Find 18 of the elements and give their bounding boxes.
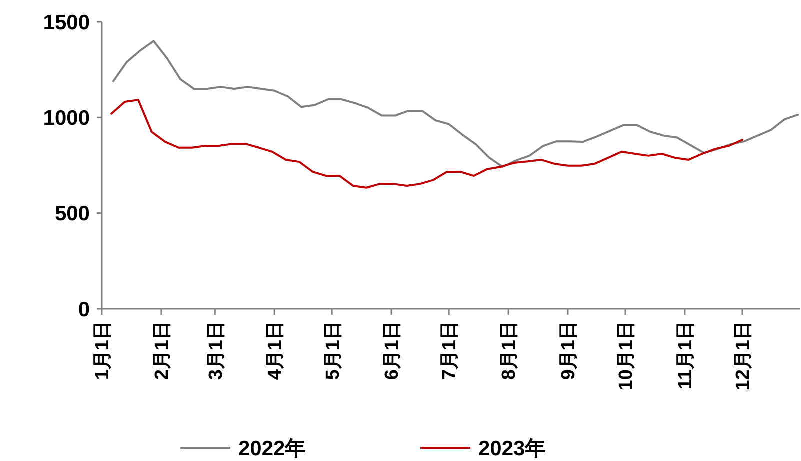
x-tick-label: 7月1日 xyxy=(440,321,461,380)
x-tick-label: 5月1日 xyxy=(322,321,344,380)
x-tick-label: 6月1日 xyxy=(382,321,404,380)
y-tick-label: 1000 xyxy=(43,107,90,130)
x-tick-label: 10月1日 xyxy=(616,321,638,391)
y-tick-label: 0 xyxy=(78,298,90,322)
x-tick-label: 8月1日 xyxy=(499,321,520,380)
x-tick-label: 2月1日 xyxy=(152,321,174,380)
x-tick-label: 11月1日 xyxy=(676,321,697,390)
y-tick-label: 1500 xyxy=(43,11,90,34)
x-tick-label: 3月1日 xyxy=(206,321,227,380)
x-tick-label: 1月1日 xyxy=(92,321,114,380)
x-tick-label: 12月1日 xyxy=(733,321,754,391)
x-tick-label: 4月1日 xyxy=(265,321,286,380)
y-tick-label: 500 xyxy=(54,202,90,226)
x-tick-label: 9月1日 xyxy=(558,321,580,380)
legend-label: 2022年 xyxy=(238,437,306,460)
legend-label: 2023年 xyxy=(478,437,546,460)
